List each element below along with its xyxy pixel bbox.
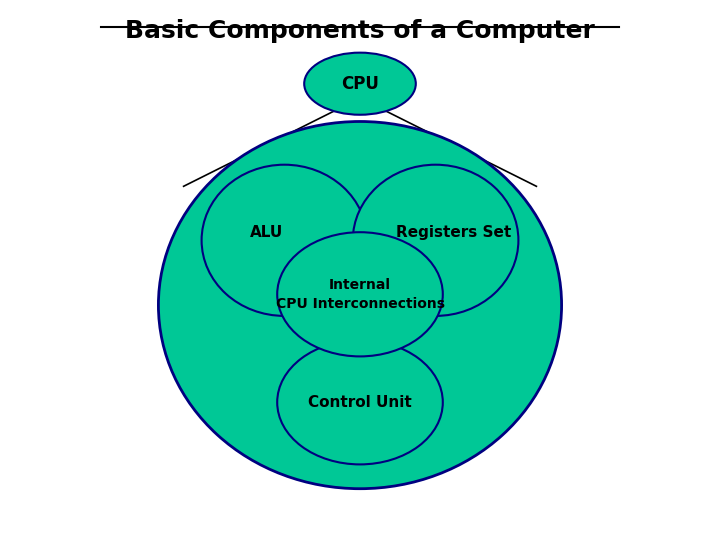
Ellipse shape <box>277 232 443 356</box>
Text: CPU: CPU <box>341 75 379 93</box>
Text: Basic Components of a Computer: Basic Components of a Computer <box>125 19 595 43</box>
Text: Control Unit: Control Unit <box>308 395 412 410</box>
Text: Internal
CPU Interconnections: Internal CPU Interconnections <box>276 278 444 310</box>
Text: Registers Set: Registers Set <box>396 225 511 240</box>
Ellipse shape <box>304 52 416 115</box>
Ellipse shape <box>353 165 518 316</box>
Text: ALU: ALU <box>250 225 283 240</box>
Ellipse shape <box>158 122 562 489</box>
Ellipse shape <box>202 165 367 316</box>
Ellipse shape <box>277 340 443 464</box>
